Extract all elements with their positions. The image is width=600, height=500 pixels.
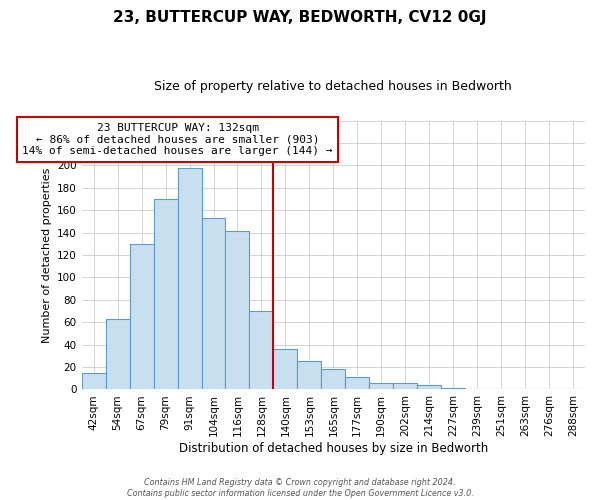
- Bar: [298, 362, 322, 390]
- Bar: [226, 232, 250, 390]
- Bar: [250, 311, 274, 390]
- Bar: [441, 388, 465, 390]
- Bar: [82, 372, 106, 390]
- Bar: [322, 370, 346, 390]
- Text: 23, BUTTERCUP WAY, BEDWORTH, CV12 0GJ: 23, BUTTERCUP WAY, BEDWORTH, CV12 0GJ: [113, 10, 487, 25]
- Title: Size of property relative to detached houses in Bedworth: Size of property relative to detached ho…: [154, 80, 512, 93]
- Bar: [417, 385, 441, 390]
- Bar: [393, 382, 417, 390]
- Y-axis label: Number of detached properties: Number of detached properties: [41, 168, 52, 342]
- Text: Contains HM Land Registry data © Crown copyright and database right 2024.
Contai: Contains HM Land Registry data © Crown c…: [127, 478, 473, 498]
- Bar: [369, 382, 393, 390]
- Bar: [346, 377, 369, 390]
- Bar: [178, 168, 202, 390]
- Bar: [202, 218, 226, 390]
- Bar: [154, 199, 178, 390]
- Bar: [274, 349, 298, 390]
- Bar: [106, 319, 130, 390]
- X-axis label: Distribution of detached houses by size in Bedworth: Distribution of detached houses by size …: [179, 442, 488, 455]
- Bar: [130, 244, 154, 390]
- Text: 23 BUTTERCUP WAY: 132sqm
← 86% of detached houses are smaller (903)
14% of semi-: 23 BUTTERCUP WAY: 132sqm ← 86% of detach…: [22, 123, 333, 156]
